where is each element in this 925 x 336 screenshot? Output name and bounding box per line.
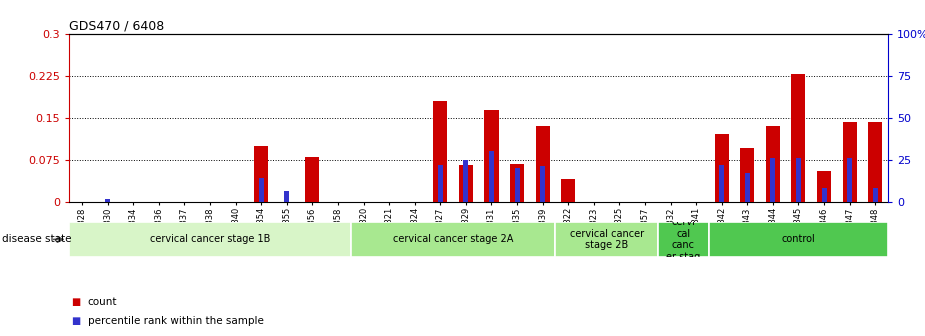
Text: ■: ■ — [71, 316, 80, 326]
Bar — [715, 134, 729, 202]
Bar — [433, 101, 448, 202]
Bar — [459, 165, 473, 202]
Bar — [489, 151, 494, 202]
Text: cervical cancer stage 2A: cervical cancer stage 2A — [393, 235, 513, 244]
Bar — [438, 165, 443, 202]
Bar — [745, 173, 750, 202]
Bar — [796, 158, 801, 202]
Bar — [105, 199, 110, 202]
Bar — [792, 74, 806, 202]
Bar — [510, 164, 524, 202]
Bar — [740, 149, 754, 202]
Bar — [766, 126, 780, 202]
Text: cervi
cal
canc
er stag: cervi cal canc er stag — [666, 217, 700, 262]
Bar — [843, 122, 857, 202]
Bar — [555, 222, 658, 257]
Text: disease state: disease state — [2, 235, 71, 244]
Text: ■: ■ — [71, 297, 80, 307]
Bar — [561, 179, 575, 202]
Bar — [873, 188, 878, 202]
Text: percentile rank within the sample: percentile rank within the sample — [88, 316, 264, 326]
Bar — [69, 222, 351, 257]
Bar — [485, 110, 499, 202]
Bar — [540, 166, 545, 202]
Text: control: control — [782, 235, 815, 244]
Bar — [720, 165, 724, 202]
Bar — [254, 145, 268, 202]
Bar — [847, 158, 852, 202]
Bar — [821, 188, 827, 202]
Bar — [771, 158, 775, 202]
Bar — [817, 171, 831, 202]
Bar — [514, 168, 520, 202]
Bar — [709, 222, 888, 257]
Bar — [305, 157, 319, 202]
Bar — [351, 222, 555, 257]
Bar — [463, 160, 468, 202]
Text: cervical cancer
stage 2B: cervical cancer stage 2B — [570, 228, 644, 250]
Text: count: count — [88, 297, 117, 307]
Bar — [284, 191, 290, 202]
Bar — [658, 222, 709, 257]
Bar — [536, 126, 549, 202]
Text: GDS470 / 6408: GDS470 / 6408 — [69, 19, 165, 33]
Bar — [869, 122, 882, 202]
Bar — [259, 178, 264, 202]
Text: cervical cancer stage 1B: cervical cancer stage 1B — [150, 235, 270, 244]
